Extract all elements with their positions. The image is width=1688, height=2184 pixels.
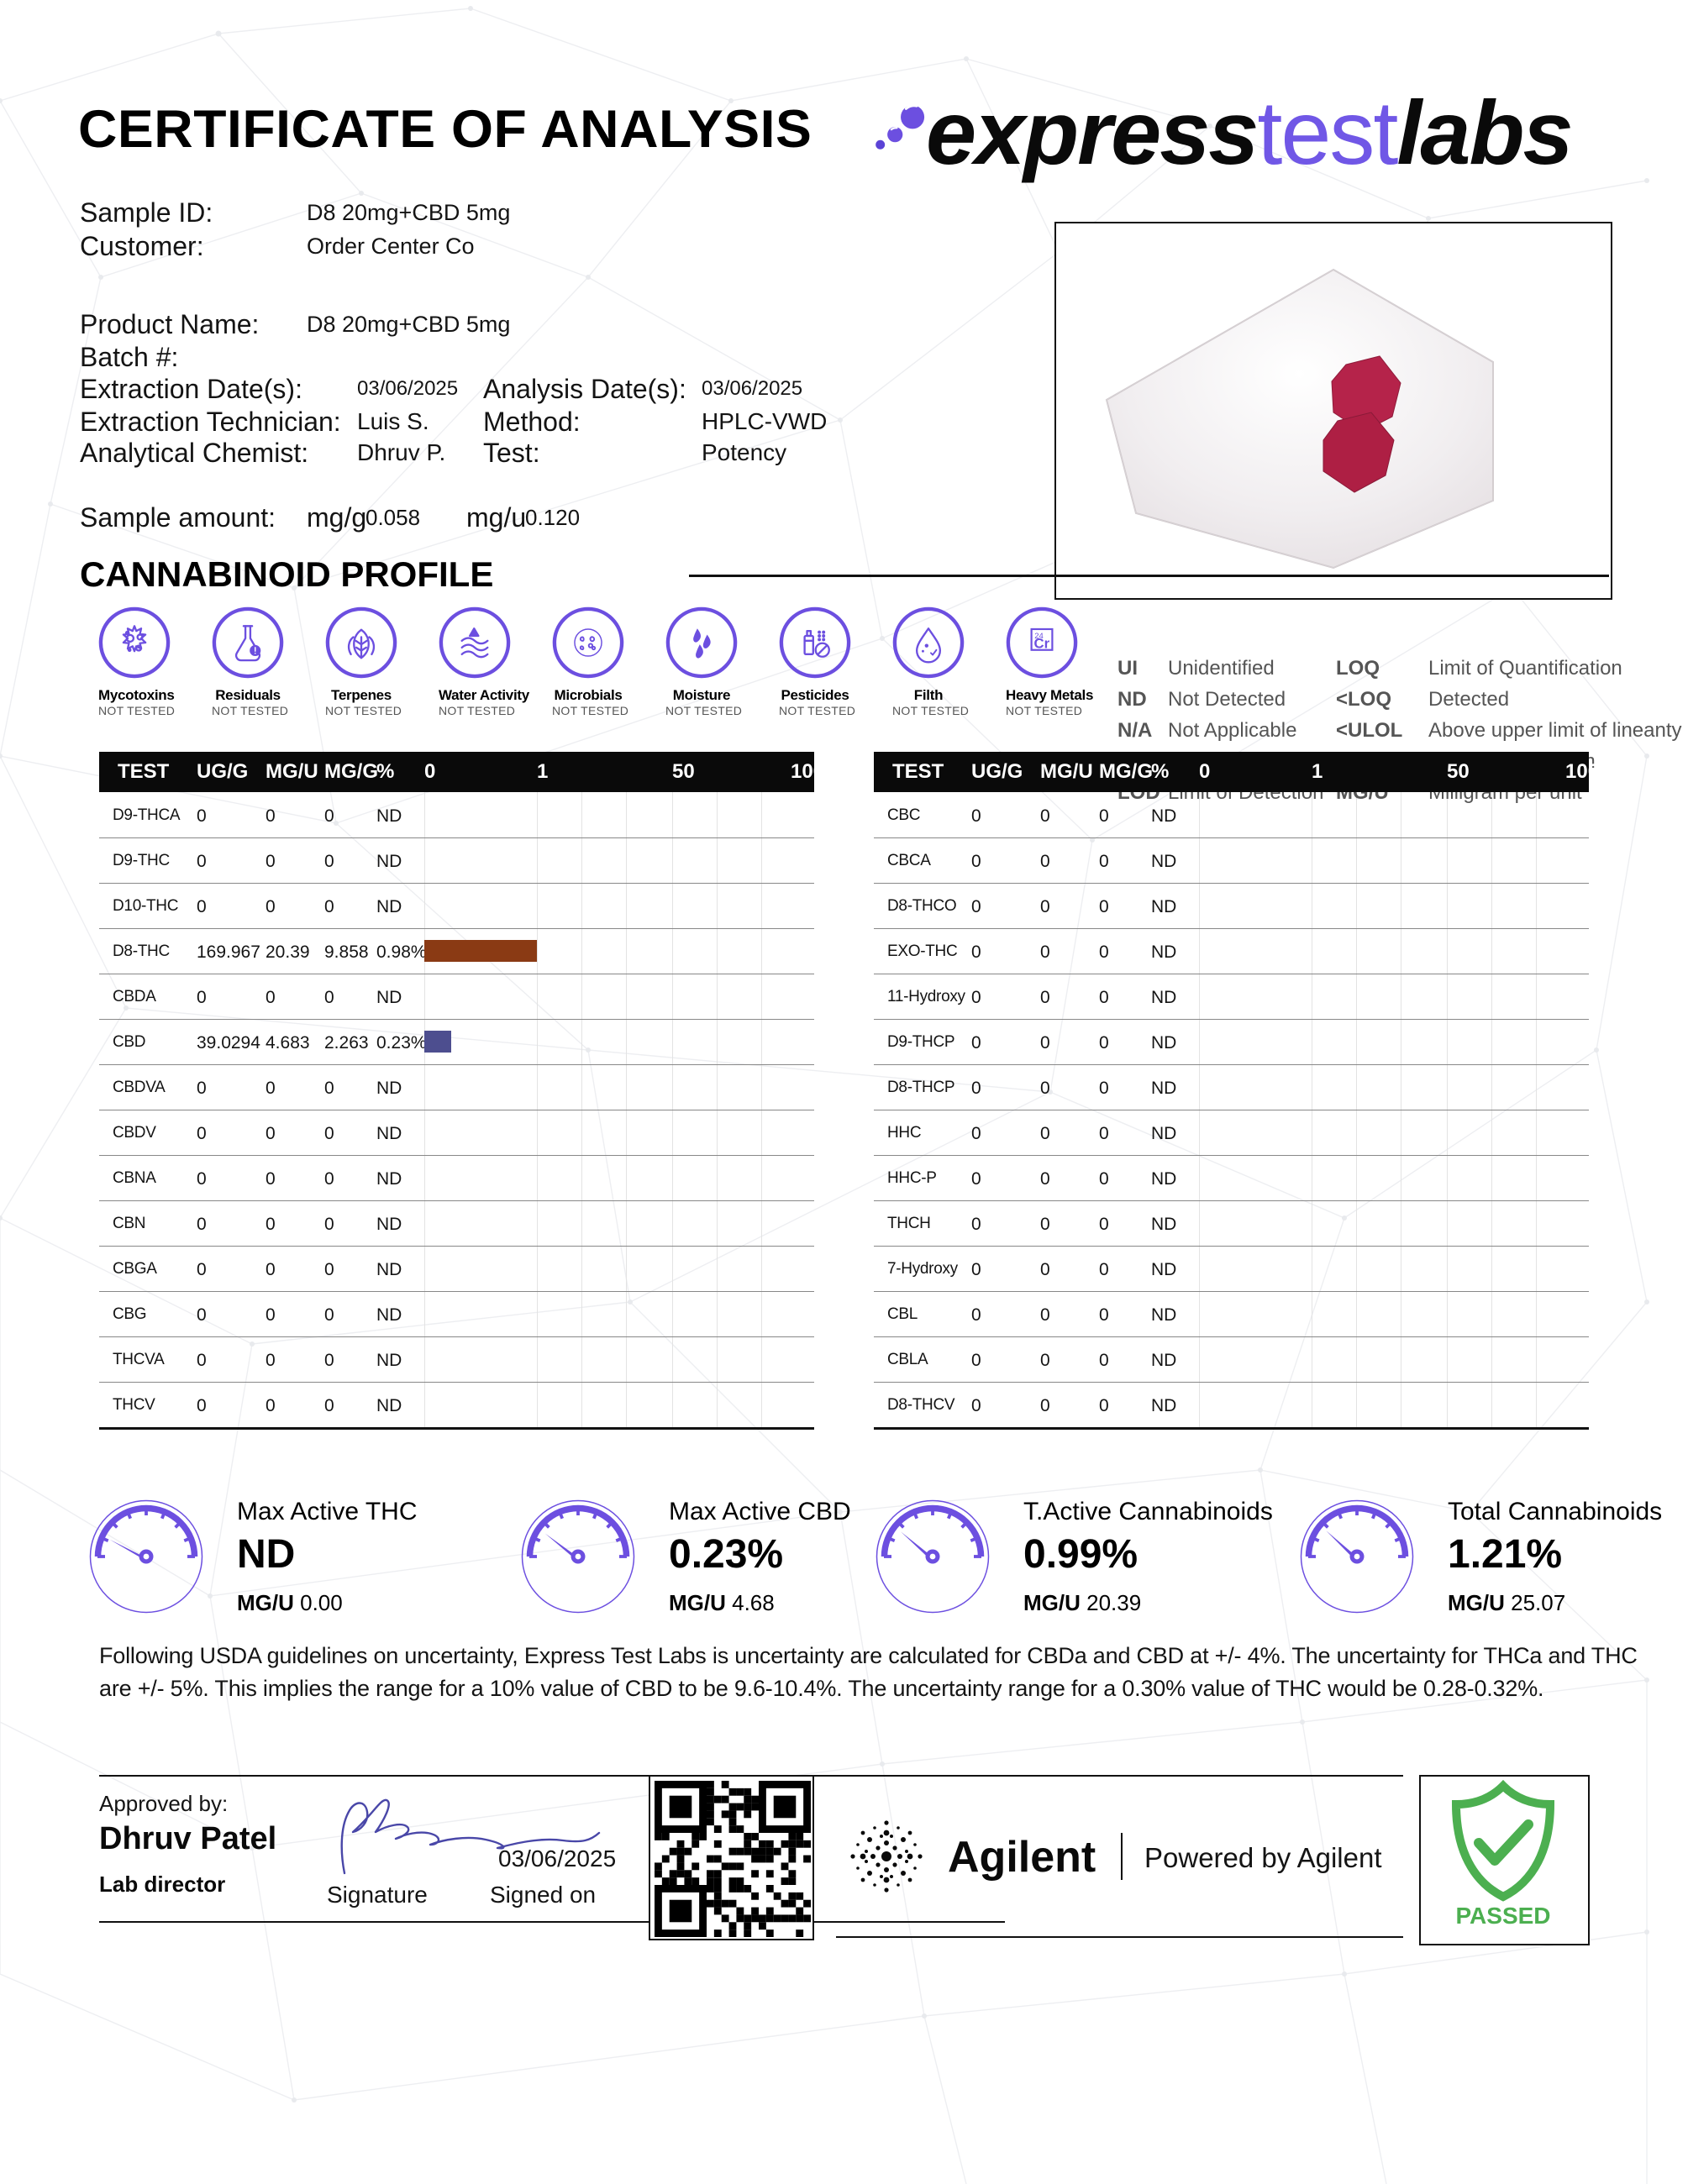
svg-text:Agilent: Agilent: [948, 1833, 1096, 1882]
svg-text:Cr: Cr: [1034, 636, 1050, 652]
svg-text:PASSED: PASSED: [1455, 1903, 1550, 1929]
svg-text:Powered by Agilent: Powered by Agilent: [1144, 1842, 1382, 1873]
